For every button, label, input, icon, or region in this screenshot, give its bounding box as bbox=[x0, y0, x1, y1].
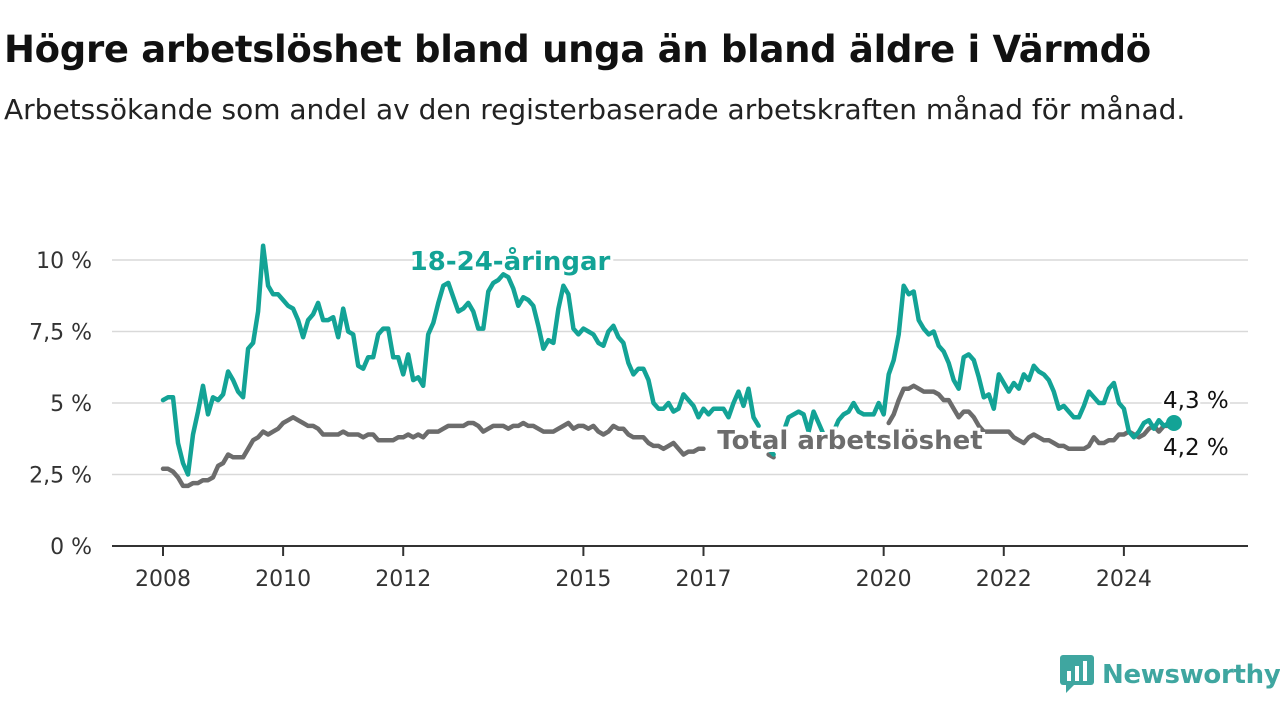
x-tick-label: 2015 bbox=[555, 567, 611, 592]
brand-name: Newsworthy bbox=[1102, 660, 1280, 690]
y-tick-label: 2,5 % bbox=[29, 464, 92, 489]
series-line-total bbox=[160, 415, 706, 489]
chart-title: Högre arbetslöshet bland unga än bland ä… bbox=[4, 28, 1151, 71]
x-tick-label: 2022 bbox=[976, 567, 1032, 592]
series-line-youth bbox=[766, 446, 776, 457]
series-line-total bbox=[766, 452, 776, 460]
series-label-total: Total arbetslöshet bbox=[717, 426, 982, 456]
youth-end-marker bbox=[1165, 415, 1182, 432]
end-value-total: 4,2 % bbox=[1163, 435, 1229, 461]
series-line-youth bbox=[831, 283, 1177, 440]
series-label-youth: 18-24-åringar bbox=[410, 245, 611, 277]
series-line-total bbox=[886, 383, 1177, 452]
x-tick-label: 2008 bbox=[135, 567, 191, 592]
series-line-youth bbox=[160, 243, 761, 477]
y-tick-label: 7,5 % bbox=[29, 321, 92, 346]
y-tick-label: 0 % bbox=[50, 535, 92, 560]
x-tick-label: 2012 bbox=[375, 567, 431, 592]
x-tick-label: 2010 bbox=[255, 567, 311, 592]
x-tick-label: 2020 bbox=[856, 567, 912, 592]
y-tick-label: 5 % bbox=[50, 392, 92, 417]
chart-subtitle: Arbetssökande som andel av den registerb… bbox=[4, 93, 1186, 126]
x-tick-label: 2024 bbox=[1096, 567, 1152, 592]
series-line-youth bbox=[781, 409, 826, 437]
x-tick-label: 2017 bbox=[676, 567, 732, 592]
end-value-youth: 4,3 % bbox=[1163, 388, 1229, 414]
newsworthy-logo: Newsworthy bbox=[1060, 655, 1280, 695]
newsworthy-logo-icon bbox=[1060, 655, 1094, 693]
y-tick-label: 10 % bbox=[36, 249, 92, 274]
